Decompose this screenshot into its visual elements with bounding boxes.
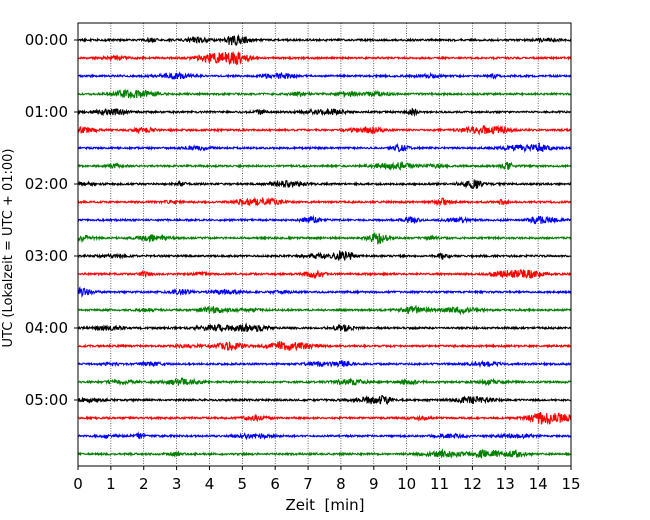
- plot-background: [78, 23, 571, 466]
- x-tick-label: 5: [238, 475, 248, 493]
- trace-line: [77, 249, 572, 262]
- x-tick-label: 15: [561, 475, 580, 493]
- x-tick-label: 13: [496, 475, 515, 493]
- trace-line: [77, 107, 572, 118]
- x-tick-label: 12: [463, 475, 482, 493]
- trace-line: [77, 232, 572, 245]
- x-tick-label: 8: [336, 475, 346, 493]
- x-tick-label: 14: [529, 475, 548, 493]
- x-tick-label: 1: [106, 475, 116, 493]
- x-tick-label: 0: [73, 475, 83, 493]
- trace-line: [77, 340, 572, 352]
- plot-frame: [77, 22, 572, 467]
- trace-line: [77, 395, 572, 406]
- x-tick-label: 10: [397, 475, 416, 493]
- trace-line: [77, 214, 572, 225]
- x-tick-label: 7: [303, 475, 313, 493]
- y-tick-label: 02:00: [25, 175, 68, 193]
- y-tick-label: 05:00: [25, 391, 68, 409]
- x-tick-label: 11: [430, 475, 449, 493]
- trace-line: [77, 33, 572, 47]
- trace-line: [77, 51, 572, 66]
- trace-line: [77, 448, 572, 459]
- trace-line: [77, 359, 572, 369]
- y-tick-label: 04:00: [25, 319, 68, 337]
- trace-line: [77, 71, 572, 81]
- trace-line: [77, 179, 572, 190]
- trace-line: [77, 161, 572, 171]
- x-tick-label: 4: [205, 475, 215, 493]
- trace-line: [77, 376, 572, 387]
- trace-line: [77, 286, 572, 299]
- x-tick-label: 9: [369, 475, 379, 493]
- trace-line: [77, 269, 572, 280]
- x-axis-label: Zeit [min]: [285, 496, 364, 514]
- x-tick-label: 2: [139, 475, 149, 493]
- trace-line: [77, 431, 572, 441]
- x-tick-label: 3: [172, 475, 182, 493]
- trace-line: [77, 196, 572, 207]
- trace-line: [77, 304, 572, 316]
- trace-line: [77, 124, 572, 136]
- trace-line: [77, 142, 572, 154]
- trace-line: [77, 412, 572, 426]
- x-tick-label: 6: [270, 475, 280, 493]
- trace-line: [77, 322, 572, 333]
- y-axis-ticks: 00:00 01:00 02:00 03:00 04:00 05:00: [25, 31, 78, 409]
- seismic-traces: [77, 33, 572, 459]
- y-tick-label: 01:00: [25, 103, 68, 121]
- y-tick-label: 03:00: [25, 247, 68, 265]
- trace-line: [77, 88, 572, 100]
- y-tick-label: 00:00: [25, 31, 68, 49]
- x-axis-ticks: 0 1 2 3 4 5 6 7 8 9 10 11 12 13 14 15: [73, 466, 581, 493]
- y-axis-label: UTC (Lokalzeit = UTC + 01:00): [1, 149, 16, 348]
